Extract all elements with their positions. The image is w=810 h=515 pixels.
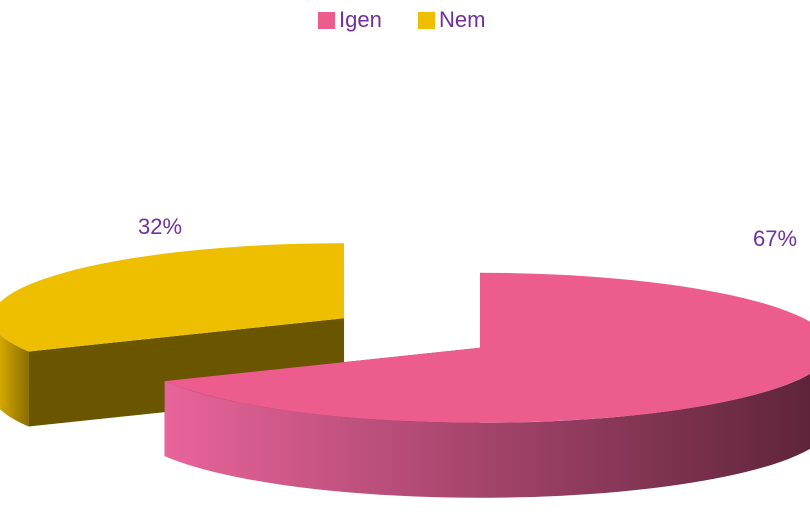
legend-swatch <box>318 12 335 29</box>
legend-swatch <box>418 12 435 29</box>
data-label: 32% <box>138 214 182 239</box>
slice <box>0 243 345 352</box>
data-label: 67% <box>753 226 797 251</box>
legend-label: Igen <box>339 7 382 32</box>
slice-side <box>0 334 29 427</box>
slice-side <box>164 373 810 498</box>
legend-label: Nem <box>439 7 485 32</box>
slice <box>164 272 810 423</box>
